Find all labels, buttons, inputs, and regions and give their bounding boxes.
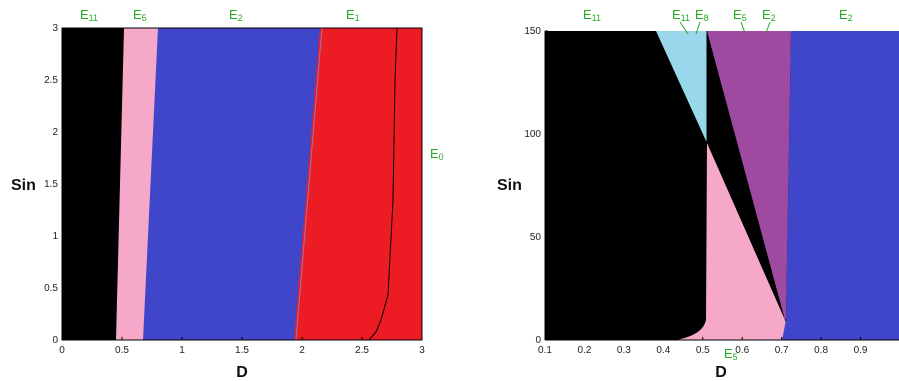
left-x-tick-label: 0.5 [115, 345, 129, 356]
right-y-ticks: 0 50 100 150 [524, 26, 548, 346]
right-y-tick-label: 50 [530, 232, 542, 243]
left-y-tick-label: 2.5 [44, 75, 58, 86]
right-x-tick-label: 0.5 [696, 345, 710, 356]
label-right-e5: E5 [733, 7, 747, 23]
left-x-tick-label: 0 [59, 345, 65, 356]
right-region-e5-lower [676, 143, 787, 340]
left-region-e0 [369, 28, 422, 340]
left-x-tick-label: 1.5 [235, 345, 249, 356]
leader-e5 [740, 21, 746, 34]
label-right-e5-bottom: E5 [724, 346, 738, 362]
right-x-tick-label: 0.1 [538, 345, 552, 356]
left-y-tick-label: 1 [52, 231, 58, 242]
left-boundary-e1-e0 [368, 27, 398, 341]
label-left-e2: E2 [229, 7, 243, 23]
left-y-tick-label: 0 [52, 335, 58, 346]
right-region-e5-upper [707, 31, 791, 320]
right-x-tick-label: 0.2 [577, 345, 591, 356]
right-x-tick-label: 0.8 [814, 345, 828, 356]
right-y-tick-label: 150 [524, 26, 541, 37]
leader-e8 [695, 21, 701, 35]
label-right-e11: E11 [583, 7, 601, 23]
left-region-e2 [143, 28, 322, 340]
left-regions [62, 27, 422, 341]
label-left-e1: E1 [346, 7, 360, 23]
right-regions [545, 31, 899, 340]
right-y-tick-label: 100 [524, 129, 541, 140]
label-left-e11: E11 [80, 7, 98, 23]
left-y-tick-label: 2 [52, 127, 58, 138]
right-x-tick-label: 0.4 [656, 345, 670, 356]
left-x-ticks: 0 0.5 1 1.5 2 2.5 3 [59, 337, 425, 356]
label-right-e2-right: E2 [839, 7, 853, 23]
right-region-e2 [782, 31, 899, 340]
left-boundary-e2-e1 [295, 27, 323, 341]
left-x-tick-label: 2.5 [355, 345, 369, 356]
left-y-tick-label: 1.5 [44, 179, 58, 190]
right-y-tick-label: 0 [535, 335, 541, 346]
left-region-labels: E11 E5 E2 E1 E0 [80, 7, 444, 162]
label-right-e8: E8 [695, 7, 709, 23]
right-x-axis-label: D [715, 364, 727, 381]
left-x-tick-label: 2 [299, 345, 305, 356]
right-x-tick-label: 0.3 [617, 345, 631, 356]
left-x-axis-label: D [236, 364, 248, 381]
right-x-tick-label: 0.9 [854, 345, 868, 356]
label-right-e2-middle: E2 [762, 7, 776, 23]
right-x-tick-label: 0.6 [735, 345, 749, 356]
left-y-tick-label: 0.5 [44, 283, 58, 294]
leader-e11 [679, 21, 689, 35]
left-y-tick-label: 3 [52, 23, 58, 34]
left-region-e5 [116, 28, 160, 340]
right-region-e8 [656, 31, 707, 143]
left-chart: 0 0.5 1 1.5 2 2.5 3 0 0.5 1 1.5 2 2.5 3 D Sin E11 E5… [11, 7, 444, 381]
left-x-tick-label: 1 [179, 345, 185, 356]
left-y-ticks: 0 0.5 1 1.5 2 2.5 3 [44, 23, 65, 346]
left-x-tick-label: 3 [419, 345, 425, 356]
right-x-tick-label: 0.7 [775, 345, 789, 356]
leader-e2-middle [765, 21, 771, 34]
left-region-e1 [294, 28, 397, 340]
right-x-ticks: 0.1 0.2 0.3 0.4 0.5 0.6 0.7 0.8 0.9 [538, 337, 868, 356]
label-right-e11-arrow: E11 [672, 7, 690, 23]
left-y-axis-label: Sin [11, 177, 36, 194]
right-label-leaders [679, 21, 771, 35]
right-region-labels: E11 E11 E8 E5 E2 E2 E5 [583, 7, 853, 362]
right-y-axis-label: Sin [497, 177, 522, 194]
label-left-e0: E0 [430, 146, 444, 162]
label-left-e5: E5 [133, 7, 147, 23]
